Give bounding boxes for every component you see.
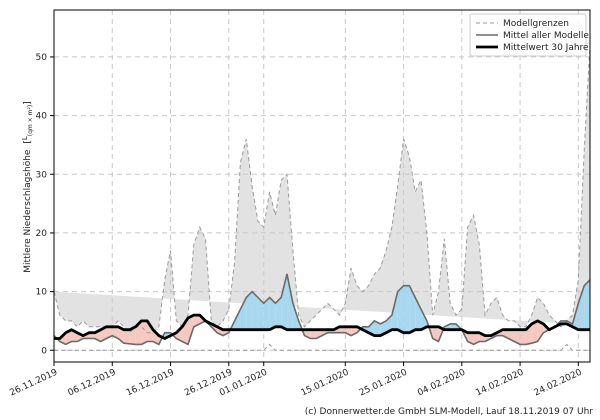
above-average-fill [287, 274, 293, 330]
x-tick-label: 14.02.2020 [474, 368, 525, 399]
model-mean-line [54, 273, 590, 346]
below-average-fill [537, 320, 544, 342]
above-average-fill [240, 297, 247, 330]
below-average-fill [514, 329, 521, 345]
above-average-fill [257, 297, 264, 330]
below-average-fill [345, 326, 352, 336]
below-average-fill [88, 332, 95, 339]
x-tick-label: 16.12.2019 [125, 368, 176, 399]
legend-label-clim: Mittelwert 30 Jahre [503, 43, 589, 53]
x-tick-label: 26.11.2019 [8, 368, 59, 399]
below-average-fill [176, 326, 183, 342]
legend-box [469, 13, 587, 57]
above-average-fill [252, 291, 258, 330]
below-average-fill [520, 329, 526, 345]
above-average-fill [596, 303, 600, 329]
x-tick-label: 15.01.2020 [300, 368, 351, 399]
below-average-fill [123, 329, 130, 344]
climatology-line [54, 313, 590, 340]
y-tick-label: 0 [41, 346, 47, 356]
below-average-fill [188, 315, 194, 345]
above-average-fill [234, 309, 241, 330]
model-bounds-band [54, 45, 590, 333]
y-tick-label: 50 [36, 53, 48, 63]
plot-area [53, 9, 600, 363]
x-tick-label: 25.01.2020 [358, 368, 409, 399]
legend-label-bounds: Modellgrenzen [503, 19, 569, 29]
below-average-fill [351, 326, 357, 336]
above-average-fill [415, 297, 422, 330]
above-average-fill [374, 320, 381, 336]
above-average-fill [263, 297, 270, 330]
plot-frame [53, 9, 591, 363]
legend: Modellgrenzen Mittel aller Modelle Mittelw… [469, 13, 589, 57]
y-tick-label: 10 [36, 288, 48, 298]
y-tick-label: 40 [36, 112, 48, 122]
credit-text: (c) Donnerwetter.de GmbH SLM-Modell, Lau… [305, 407, 594, 417]
y-axis-label-main: Mittlere Niederschlagshöhe [23, 149, 33, 273]
above-average-fill [421, 309, 427, 330]
below-average-fill [310, 329, 317, 339]
below-average-fill [531, 320, 538, 344]
below-average-fill [153, 329, 159, 345]
above-average-fill [590, 280, 596, 330]
above-average-fill [281, 274, 288, 330]
above-average-fill [450, 323, 456, 330]
above-average-fill [397, 285, 404, 333]
above-average-fill [275, 297, 282, 327]
plot-content [54, 10, 600, 362]
x-tick-label: 06.12.2019 [67, 368, 118, 399]
above-average-fill [269, 297, 276, 330]
y-axis-label-unit-den: (qm × m²) [27, 105, 34, 136]
above-average-fill [578, 285, 585, 330]
below-average-fill [339, 326, 346, 333]
above-average-fill [584, 279, 590, 330]
y-axis: 0 10 20 30 40 50 [36, 53, 54, 356]
above-average-fill [246, 291, 253, 330]
below-average-fill [141, 320, 148, 345]
y-axis-label-unit: L [21, 136, 29, 140]
y-tick-label: 30 [36, 170, 48, 180]
above-average-fill [409, 285, 416, 333]
below-average-fill [432, 326, 439, 342]
model-upper-bound-line [54, 45, 590, 334]
model-lower-bound-line [54, 343, 590, 351]
legend-label-mean: Mittel aller Modelle [503, 31, 589, 41]
above-average-fill [386, 315, 392, 333]
below-average-fill [147, 320, 154, 342]
y-axis-label: Mittlere Niederschlagshöhe [L(qm × m²)] [21, 101, 34, 272]
y-tick-label: 20 [36, 229, 48, 239]
x-tick-label: 24.02.2020 [533, 368, 584, 399]
above-average-fill [391, 291, 398, 330]
above-average-fill [403, 285, 410, 333]
x-axis: 26.11.2019 06.12.2019 16.12.2019 26.12.2019… [8, 362, 584, 398]
x-tick-label: 04.02.2020 [416, 368, 467, 399]
